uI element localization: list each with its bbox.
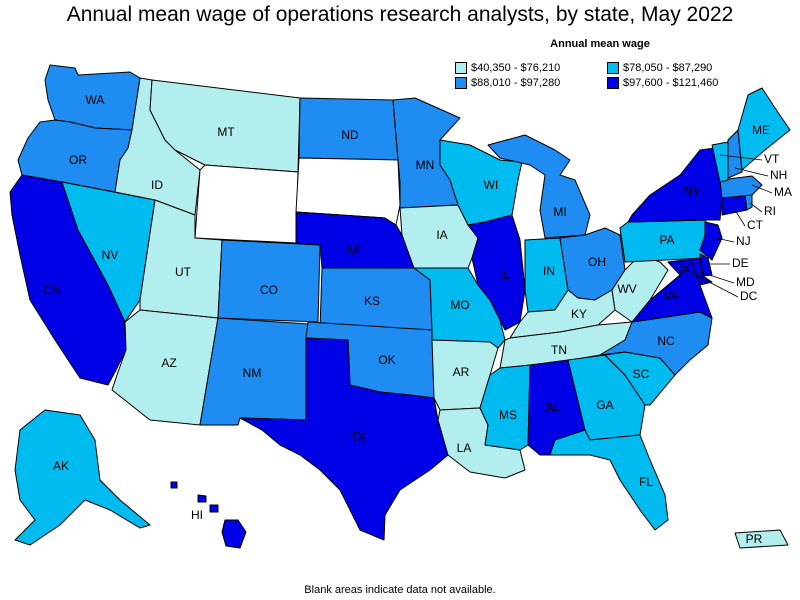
state-il[interactable] — [467, 214, 526, 331]
state-label-ks: KS — [364, 294, 380, 308]
state-nc[interactable] — [599, 311, 713, 376]
leader-nh — [734, 167, 769, 177]
state-label-pr: PR — [746, 532, 763, 546]
state-label-wv: WV — [617, 282, 636, 296]
state-label-va: VA — [663, 289, 678, 303]
leader-dc — [683, 268, 739, 298]
state-label-nc: NC — [657, 334, 675, 348]
legend-swatch-tier4 — [607, 77, 619, 89]
state-co[interactable] — [217, 239, 321, 323]
legend-item-tier2: $78,050 - $87,290 — [607, 62, 757, 74]
state-label-hi: HI — [191, 508, 203, 522]
state-label-ut: UT — [175, 265, 192, 279]
state-labels: WA OR CA NV ID MT UT AZ CO NM ND NE KS O… — [44, 93, 792, 546]
legend-swatch-tier1 — [455, 62, 467, 74]
legend-item-tier4: $97,600 - $121,460 — [607, 77, 757, 89]
state-ak[interactable] — [14, 409, 151, 546]
state-label-nh: NH — [770, 168, 787, 182]
map-title: Annual mean wage of operations research … — [66, 3, 734, 26]
state-pr[interactable] — [734, 529, 789, 549]
state-label-nd: ND — [341, 128, 359, 142]
legend-item-tier3: $88,010 - $97,280 — [455, 77, 607, 89]
state-label-nv: NV — [102, 248, 119, 262]
state-label-mo: MO — [450, 298, 469, 312]
state-mi[interactable] — [487, 134, 591, 239]
state-label-ms: MS — [499, 408, 517, 422]
legend-swatch-tier2 — [607, 62, 619, 74]
state-label-la: LA — [457, 441, 472, 455]
legend-label-tier4: $97,600 - $121,460 — [623, 77, 719, 89]
legend-title: Annual mean wage — [550, 38, 650, 50]
state-label-sc: SC — [633, 367, 650, 381]
state-wv[interactable] — [611, 254, 669, 323]
state-label-ia: IA — [436, 228, 447, 242]
legend-label-tier3: $88,010 - $97,280 — [471, 77, 561, 89]
state-label-or: OR — [69, 153, 87, 167]
state-label-fl: FL — [639, 475, 653, 489]
state-vt[interactable] — [711, 141, 729, 183]
legend-swatch-tier3 — [455, 77, 467, 89]
state-nj[interactable] — [699, 221, 723, 261]
state-label-me: ME — [752, 123, 770, 137]
leader-md — [699, 271, 735, 284]
state-label-id: ID — [151, 178, 163, 192]
state-label-al: AL — [546, 400, 561, 414]
leader-nj — [715, 237, 735, 243]
state-label-ne: NE — [347, 243, 364, 257]
state-label-wi: WI — [484, 178, 499, 192]
state-label-md: MD — [736, 275, 755, 289]
state-label-mt: MT — [217, 125, 235, 139]
state-label-wa: WA — [86, 93, 105, 107]
state-label-de: DE — [732, 256, 749, 270]
state-label-mn: MN — [416, 158, 435, 172]
state-label-tx: TX — [350, 430, 365, 444]
state-fl[interactable] — [549, 429, 669, 531]
state-tx[interactable] — [239, 337, 449, 541]
state-label-vt: VT — [764, 152, 780, 166]
state-label-ny: NY — [684, 184, 701, 198]
legend-label-tier1: $40,350 - $76,210 — [471, 62, 561, 74]
footnote: Blank areas indicate data not available. — [304, 584, 496, 596]
state-hi[interactable] — [170, 481, 247, 549]
state-label-az: AZ — [161, 356, 176, 370]
state-label-nm: NM — [243, 366, 262, 380]
state-label-mi: MI — [553, 205, 566, 219]
state-me[interactable] — [737, 87, 791, 171]
state-label-in: IN — [543, 264, 555, 278]
leader-ct — [734, 209, 746, 227]
leader-ri — [749, 202, 763, 213]
state-label-pa: PA — [659, 233, 674, 247]
leader-vt — [719, 154, 763, 161]
legend-item-tier1: $40,350 - $76,210 — [455, 62, 607, 74]
state-nh[interactable] — [727, 129, 743, 179]
legend-label-tier2: $78,050 - $87,290 — [623, 62, 713, 74]
state-label-ma: MA — [774, 185, 792, 199]
state-label-ar: AR — [453, 365, 470, 379]
state-label-oh: OH — [588, 255, 606, 269]
state-wy[interactable] — [194, 164, 299, 244]
state-label-ky: KY — [571, 307, 587, 321]
state-label-dc: DC — [740, 289, 758, 303]
state-label-tn: TN — [551, 343, 567, 357]
state-label-il: IL — [500, 268, 510, 282]
state-label-ri: RI — [764, 204, 776, 218]
state-dc[interactable] — [680, 265, 687, 272]
state-label-nj: NJ — [736, 234, 751, 248]
state-ma[interactable] — [719, 175, 763, 199]
state-label-ca: CA — [44, 283, 61, 297]
state-label-ak: AK — [53, 459, 69, 473]
state-label-ga: GA — [596, 398, 613, 412]
legend: Annual mean wage $40,350 - $76,210 $78,0… — [455, 38, 755, 89]
leader-ma — [751, 184, 773, 194]
state-label-ct: CT — [747, 218, 764, 232]
state-label-co: CO — [260, 283, 278, 297]
state-ny[interactable] — [627, 147, 723, 223]
state-mo[interactable] — [413, 267, 506, 349]
state-label-ok: OK — [378, 353, 395, 367]
